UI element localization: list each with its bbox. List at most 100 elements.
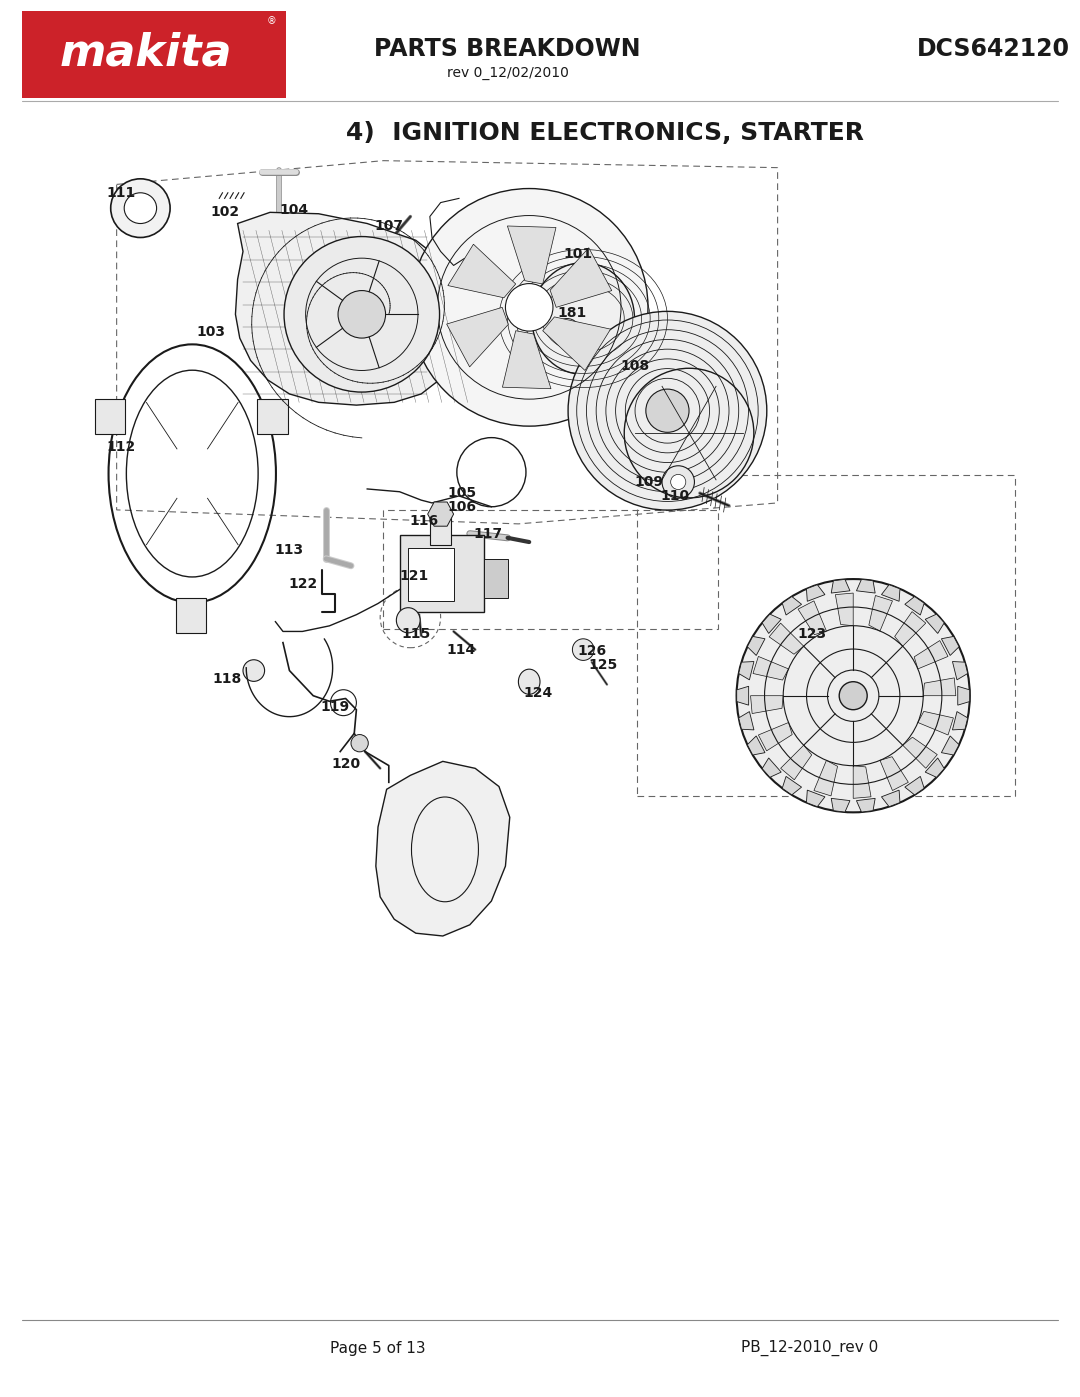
- Text: 113: 113: [275, 543, 303, 557]
- Bar: [408, 548, 454, 601]
- Ellipse shape: [396, 608, 420, 633]
- Polygon shape: [958, 686, 970, 705]
- Bar: [95, 400, 125, 434]
- Polygon shape: [832, 798, 850, 812]
- Polygon shape: [856, 580, 875, 594]
- Text: 104: 104: [280, 203, 308, 217]
- Polygon shape: [747, 736, 765, 754]
- Polygon shape: [782, 777, 801, 795]
- Ellipse shape: [111, 179, 171, 237]
- Polygon shape: [428, 502, 454, 527]
- Polygon shape: [807, 791, 825, 806]
- Polygon shape: [856, 798, 875, 812]
- Text: 123: 123: [798, 627, 826, 641]
- Text: Page 5 of 13: Page 5 of 13: [330, 1341, 426, 1355]
- Polygon shape: [739, 711, 754, 729]
- Polygon shape: [447, 307, 509, 367]
- Polygon shape: [881, 791, 900, 806]
- Text: 181: 181: [557, 306, 588, 320]
- Polygon shape: [762, 615, 781, 633]
- Text: 124: 124: [523, 686, 553, 700]
- Polygon shape: [880, 757, 908, 791]
- Text: 103: 103: [197, 326, 225, 339]
- Circle shape: [662, 465, 694, 499]
- Polygon shape: [502, 331, 551, 388]
- Ellipse shape: [124, 193, 157, 224]
- Text: 111: 111: [106, 186, 136, 200]
- Polygon shape: [923, 678, 956, 696]
- Polygon shape: [762, 759, 781, 777]
- Polygon shape: [942, 736, 959, 754]
- Circle shape: [338, 291, 386, 338]
- Circle shape: [243, 659, 265, 682]
- Text: 109: 109: [635, 475, 663, 489]
- Text: 119: 119: [321, 700, 349, 714]
- Text: 125: 125: [588, 658, 618, 672]
- Ellipse shape: [518, 669, 540, 694]
- Circle shape: [737, 580, 970, 812]
- Circle shape: [351, 735, 368, 752]
- Polygon shape: [753, 657, 788, 680]
- Text: 114: 114: [446, 643, 476, 657]
- Text: 117: 117: [474, 527, 502, 541]
- Text: 120: 120: [332, 757, 360, 771]
- Bar: [430, 511, 451, 545]
- Polygon shape: [235, 212, 470, 405]
- Polygon shape: [835, 594, 853, 626]
- Polygon shape: [739, 662, 754, 680]
- Circle shape: [410, 189, 648, 426]
- Text: 118: 118: [212, 672, 242, 686]
- Text: 108: 108: [621, 359, 649, 373]
- Polygon shape: [953, 711, 968, 729]
- Polygon shape: [894, 612, 926, 647]
- Text: 106: 106: [448, 500, 476, 514]
- Circle shape: [572, 638, 594, 661]
- Text: 102: 102: [211, 205, 239, 219]
- Text: 101: 101: [564, 247, 592, 261]
- Polygon shape: [926, 615, 944, 633]
- Circle shape: [646, 390, 689, 432]
- Text: rev 0_12/02/2010: rev 0_12/02/2010: [447, 66, 568, 80]
- Polygon shape: [881, 585, 900, 601]
- Bar: [176, 598, 206, 633]
- Text: makita: makita: [59, 32, 232, 74]
- Ellipse shape: [532, 263, 635, 374]
- Polygon shape: [953, 662, 968, 680]
- Text: 115: 115: [401, 627, 431, 641]
- Polygon shape: [868, 595, 892, 631]
- Polygon shape: [853, 766, 872, 798]
- Text: 110: 110: [661, 489, 689, 503]
- Bar: [257, 400, 287, 434]
- Polygon shape: [942, 637, 959, 655]
- Polygon shape: [758, 722, 793, 750]
- Polygon shape: [508, 226, 556, 284]
- Polygon shape: [918, 711, 954, 735]
- Bar: [400, 535, 484, 612]
- Text: 112: 112: [106, 440, 136, 454]
- Circle shape: [839, 682, 867, 710]
- Polygon shape: [782, 597, 801, 615]
- Polygon shape: [747, 637, 765, 655]
- Text: DCS642120: DCS642120: [917, 36, 1070, 61]
- Polygon shape: [550, 247, 611, 307]
- Polygon shape: [769, 623, 804, 654]
- Polygon shape: [798, 601, 826, 634]
- Polygon shape: [905, 597, 924, 615]
- Polygon shape: [737, 686, 748, 705]
- Bar: [637, 475, 1015, 796]
- Text: PB_12-2010_rev 0: PB_12-2010_rev 0: [741, 1340, 879, 1356]
- Bar: [484, 559, 508, 598]
- Text: 126: 126: [578, 644, 606, 658]
- Text: PARTS BREAKDOWN: PARTS BREAKDOWN: [375, 36, 640, 61]
- Circle shape: [284, 236, 440, 393]
- Ellipse shape: [554, 319, 581, 346]
- Text: 121: 121: [399, 569, 429, 583]
- Text: 105: 105: [448, 486, 476, 500]
- Circle shape: [671, 475, 686, 489]
- Polygon shape: [448, 244, 516, 298]
- Polygon shape: [832, 580, 850, 594]
- Polygon shape: [814, 760, 838, 796]
- Polygon shape: [914, 641, 948, 669]
- Polygon shape: [926, 759, 944, 777]
- Bar: [22, 11, 286, 98]
